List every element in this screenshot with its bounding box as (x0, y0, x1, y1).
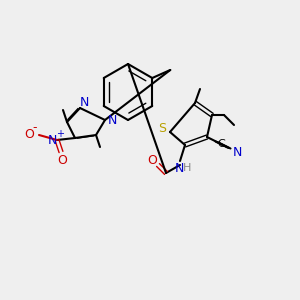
Text: +: + (56, 129, 64, 139)
Text: C: C (217, 139, 225, 149)
Text: N: N (47, 134, 57, 146)
Text: N: N (232, 146, 242, 158)
Text: N: N (174, 163, 184, 176)
Text: -: - (33, 122, 37, 134)
Text: N: N (107, 113, 117, 127)
Text: O: O (24, 128, 34, 142)
Text: S: S (158, 122, 166, 136)
Text: O: O (147, 154, 157, 166)
Text: N: N (79, 95, 89, 109)
Text: O: O (57, 154, 67, 166)
Text: H: H (183, 163, 191, 173)
